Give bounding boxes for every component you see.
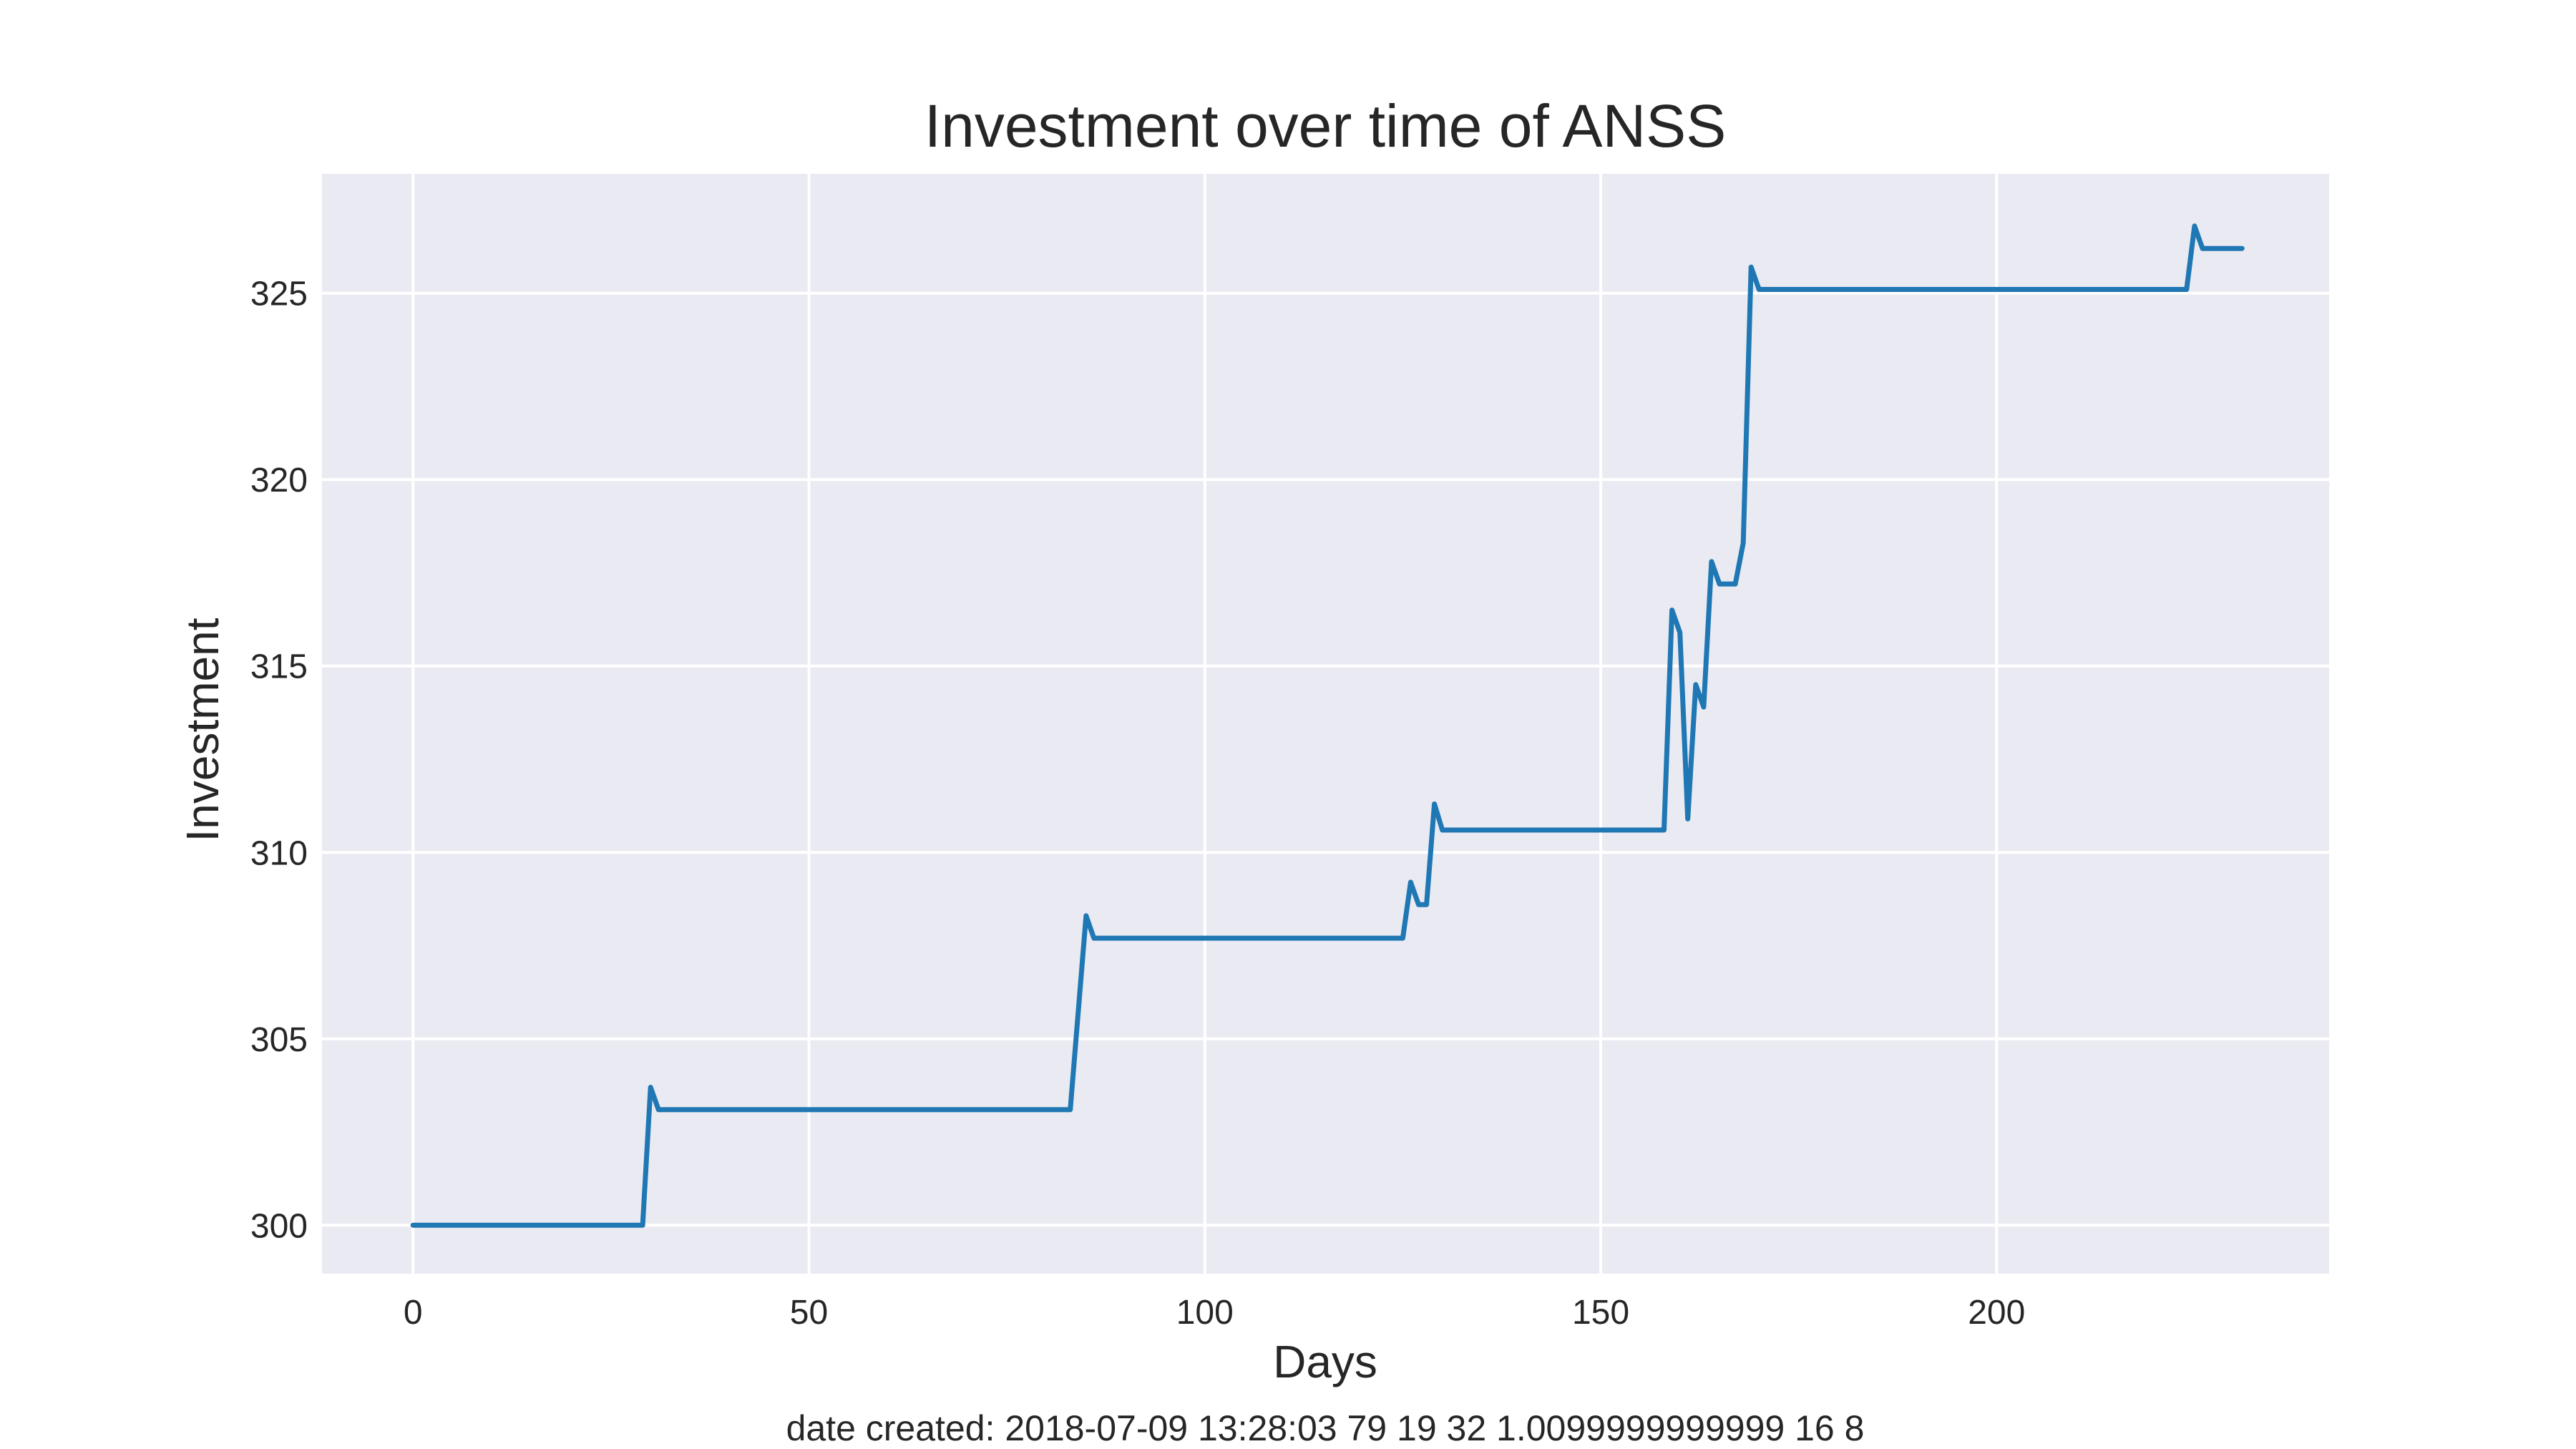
date-created-footer: date created: 2018-07-09 13:28:03 79 19 … — [786, 1408, 1865, 1448]
x-tick-label: 200 — [1968, 1294, 2025, 1332]
y-tick-label: 300 — [250, 1207, 308, 1245]
series-line — [410, 223, 2245, 1228]
chart-title: Investment over time of ANSS — [924, 92, 1726, 160]
y-tick-label: 310 — [250, 834, 308, 872]
y-tick-label: 305 — [250, 1021, 308, 1059]
grid-lines — [322, 174, 2329, 1274]
x-tick-label: 100 — [1176, 1294, 1234, 1332]
plot-background — [322, 174, 2329, 1274]
series-layer — [410, 223, 2245, 1228]
tick-labels: 0 50 100 150 200 300 305 310 315 320 325 — [250, 275, 2025, 1332]
x-tick-label: 150 — [1572, 1294, 1629, 1332]
y-tick-label: 320 — [250, 462, 308, 499]
y-tick-label: 325 — [250, 275, 308, 313]
y-axis-label: Investment — [177, 618, 228, 841]
x-axis-label: Days — [1273, 1336, 1377, 1387]
x-tick-label: 0 — [404, 1294, 423, 1332]
y-tick-label: 315 — [250, 648, 308, 686]
x-tick-label: 50 — [790, 1294, 828, 1332]
